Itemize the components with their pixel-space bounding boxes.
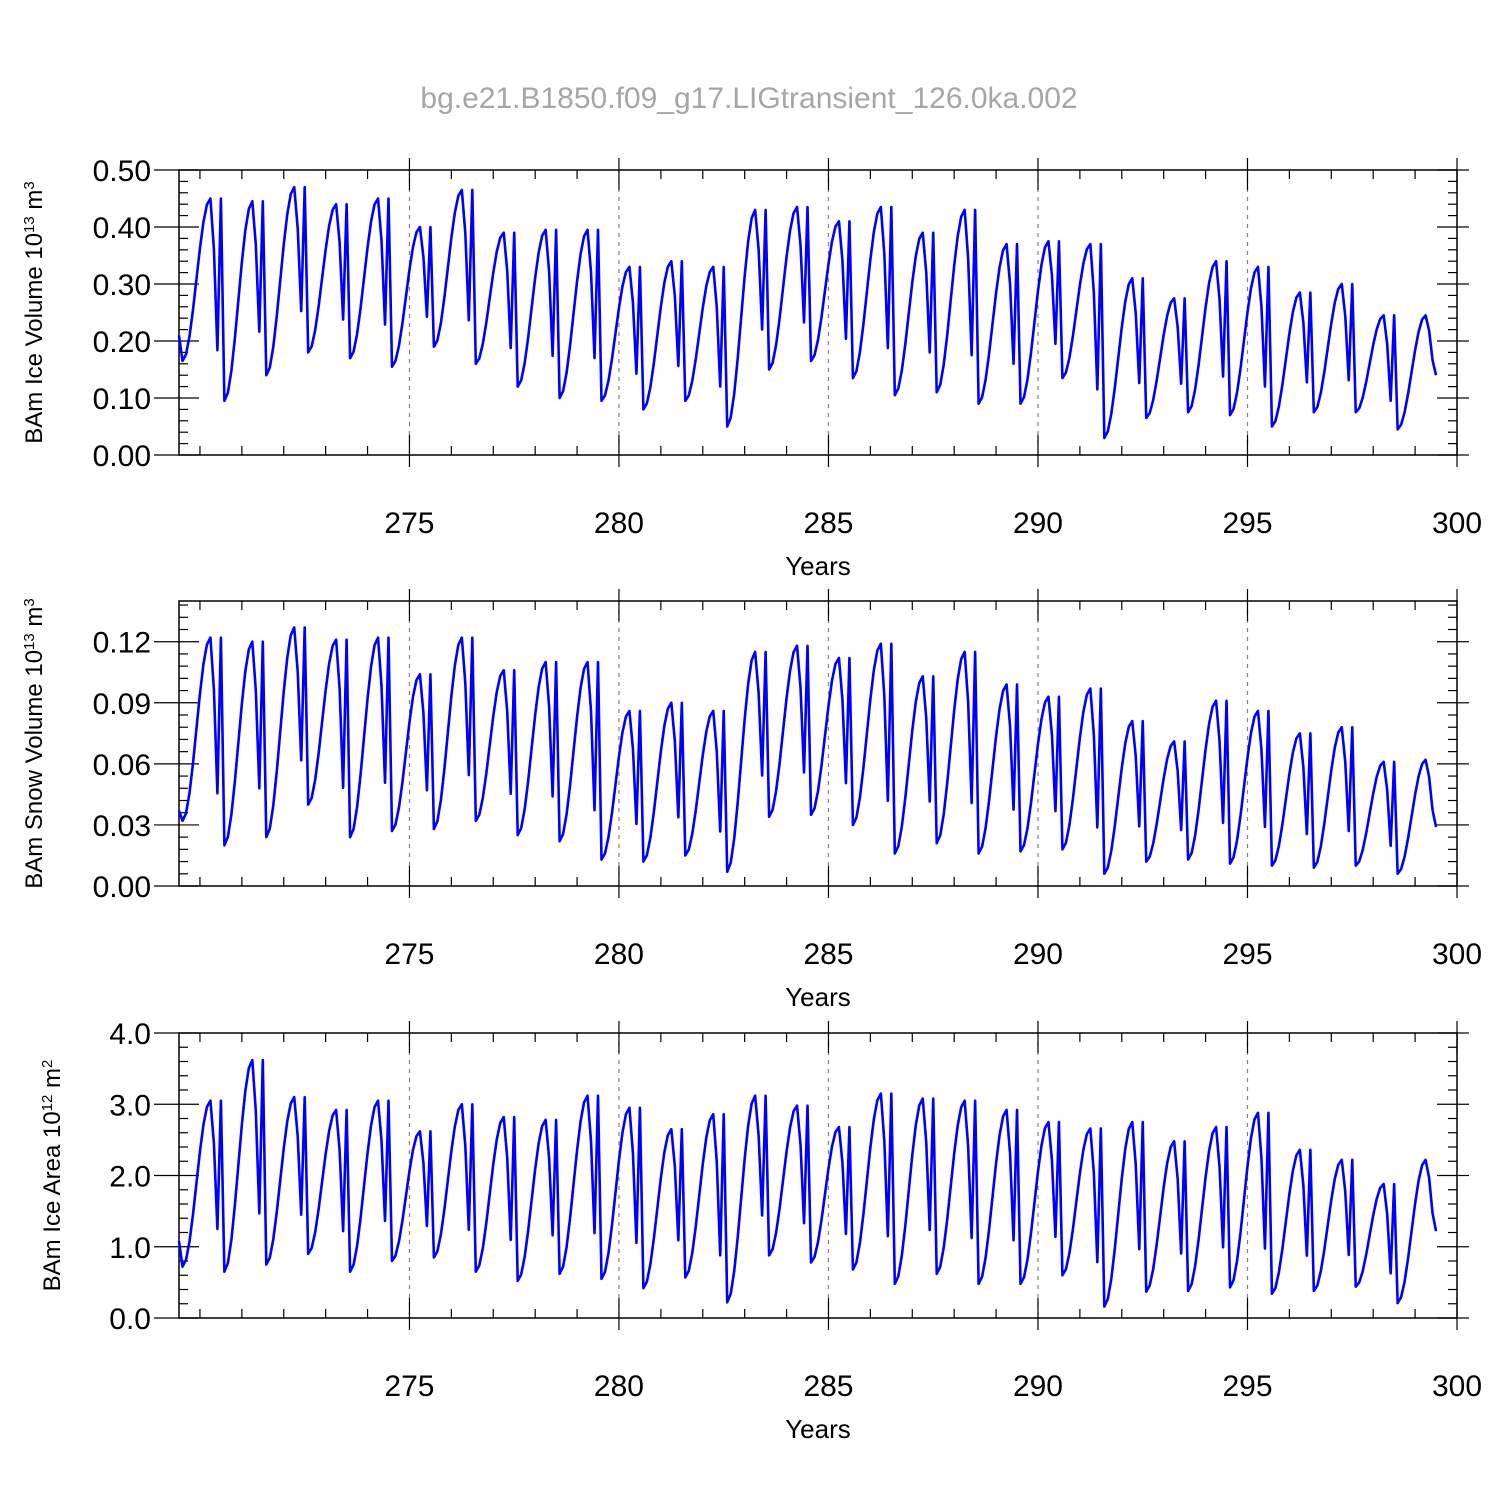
y-label-text: m [39, 1068, 66, 1095]
y-tick-label: 0.06 [93, 749, 151, 782]
panels: 0.00 0.10 0.20 0.30 0.40 0.50 275 280 285 290 295 3… [21, 155, 1483, 1444]
x-tick-label: 275 [384, 938, 434, 971]
panel-2: 0.00 0.03 0.06 0.09 0.12 275 280 285 290 295 300 Ye… [21, 589, 1482, 1012]
plot-frame [178, 1032, 1458, 1319]
y-label-superscript: 12 [39, 1095, 56, 1112]
y-tick-label: 0.00 [93, 871, 151, 904]
y-tick-label: 0.12 [93, 627, 151, 660]
y-label-superscript: 3 [21, 598, 38, 606]
y-label-text: BAm Ice Volume 10 [21, 233, 48, 444]
x-tick-label: 275 [384, 507, 434, 540]
x-tick-label: 285 [803, 1370, 853, 1403]
y-label-superscript: 13 [21, 216, 38, 233]
x-tick-label: 300 [1432, 1370, 1482, 1403]
plot-frame [178, 600, 1458, 887]
y-label-superscript: 13 [21, 633, 38, 650]
y-tick-label: 0.30 [93, 269, 151, 302]
x-tick-label: 295 [1222, 1370, 1272, 1403]
y-tick-label: 0.0 [109, 1303, 151, 1336]
panel-3: 0.0 1.0 2.0 3.0 4.0 275 280 285 290 295 300 Years BA… [39, 1018, 1483, 1444]
y-axis-label: BAm Ice Area 1012 m2 [39, 1060, 67, 1292]
series-line [177, 185, 1438, 440]
y-label-text: m [21, 607, 48, 634]
panel-1: 0.00 0.10 0.20 0.30 0.40 0.50 275 280 285 290 295 3… [21, 155, 1483, 581]
x-axis-label: Years [785, 1414, 851, 1444]
y-label-superscript: 2 [39, 1060, 56, 1068]
figure-title: bg.e21.B1850.f09_g17.LIGtransient_126.0k… [420, 82, 1077, 115]
x-tick-label: 295 [1222, 938, 1272, 971]
y-tick-label: 4.0 [109, 1018, 151, 1051]
y-tick-label: 0.10 [93, 383, 151, 416]
y-tick-label: 1.0 [109, 1232, 151, 1265]
x-tick-label: 290 [1013, 507, 1063, 540]
y-label-text: m [21, 190, 48, 217]
x-tick-label: 280 [594, 507, 644, 540]
x-tick-label: 275 [384, 1370, 434, 1403]
x-tick-label: 285 [803, 938, 853, 971]
x-tick-label: 290 [1013, 1370, 1063, 1403]
y-label-text: BAm Snow Volume 10 [21, 650, 48, 889]
y-axis-label: BAm Ice Volume 1013 m3 [21, 181, 49, 443]
x-tick-label: 280 [594, 938, 644, 971]
y-tick-label: 0.09 [93, 688, 151, 721]
y-label-superscript: 3 [21, 181, 38, 189]
y-tick-label: 0.00 [93, 440, 151, 473]
y-tick-label: 0.50 [93, 155, 151, 188]
y-tick-label: 2.0 [109, 1161, 151, 1194]
plot-frame [178, 169, 1458, 456]
y-label-text: BAm Ice Area 10 [39, 1111, 66, 1291]
x-axis-label: Years [785, 982, 851, 1012]
y-axis-label: BAm Snow Volume 1013 m3 [21, 598, 49, 889]
series-line [177, 626, 1438, 876]
x-tick-label: 280 [594, 1370, 644, 1403]
y-tick-label: 0.40 [93, 212, 151, 245]
x-tick-label: 300 [1432, 938, 1482, 971]
x-tick-label: 285 [803, 507, 853, 540]
y-tick-label: 3.0 [109, 1089, 151, 1122]
x-tick-label: 295 [1222, 507, 1272, 540]
series-line [177, 1058, 1438, 1308]
y-tick-label: 0.20 [93, 326, 151, 359]
x-axis-label: Years [785, 551, 851, 581]
y-tick-label: 0.03 [93, 810, 151, 843]
x-tick-label: 290 [1013, 938, 1063, 971]
x-tick-label: 300 [1432, 507, 1482, 540]
